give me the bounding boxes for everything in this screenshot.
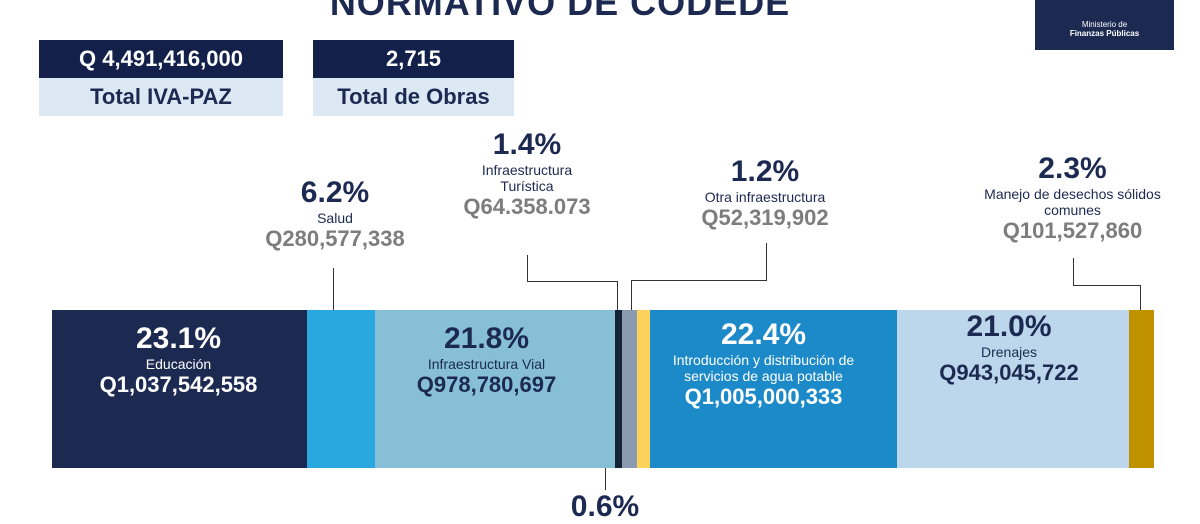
segment-pct: 22.4% <box>720 318 807 351</box>
segment-name: Salud <box>317 210 353 226</box>
leader-line <box>617 281 618 310</box>
logo-line1: Ministerio de <box>1081 20 1128 29</box>
kpi-total-iva-paz: Q 4,491,416,000 Total IVA-PAZ <box>39 40 283 116</box>
leader-line <box>527 255 528 282</box>
kpi-total-obras: 2,715 Total de Obras <box>313 40 514 116</box>
segment-name: Drenajes <box>980 344 1038 360</box>
segment-amount: Q64.358.073 <box>463 194 591 219</box>
leader-line <box>605 468 606 490</box>
segment-amount: Q52,319,902 <box>701 205 829 230</box>
bar-segment-4 <box>621 310 638 468</box>
segment-pct: 21.0% <box>966 310 1052 343</box>
label-agua: 22.4% Introducción y distribución de ser… <box>645 318 882 410</box>
kpi-label: Total IVA-PAZ <box>39 78 283 116</box>
leader-line <box>631 280 767 281</box>
segment-pct: 2.3% <box>1038 152 1107 185</box>
segment-name: Infraestructura Vial <box>427 356 546 372</box>
segment-amount: Q280,577,338 <box>265 226 405 251</box>
segment-amount: Q1,037,542,558 <box>99 372 258 397</box>
ministry-logo: Ministerio de Finanzas Públicas <box>1035 0 1174 50</box>
leader-line <box>1073 258 1074 285</box>
leader-line <box>333 268 334 310</box>
label-desechos: 2.3% Manejo de desechos sólidos comunes … <box>970 152 1175 244</box>
segment-pct: 0.6% <box>570 490 640 523</box>
label-otra: 1.2% Otra infraestructura Q52,319,902 <box>665 155 865 231</box>
label-turistica: 1.4% Infraestructura Turística Q64.358.0… <box>437 128 617 220</box>
leader-line <box>766 243 767 280</box>
bar-segment-2 <box>374 310 616 468</box>
segment-pct: 23.1% <box>135 322 222 355</box>
label-salud: 6.2% Salud Q280,577,338 <box>235 176 435 252</box>
bar-segment-0 <box>52 310 308 468</box>
bar-segment-7 <box>897 310 1130 468</box>
bar-segment-1 <box>306 310 376 468</box>
leader-line <box>1140 285 1141 310</box>
leader-line <box>631 280 632 310</box>
segment-amount: Q101,527,860 <box>1002 218 1143 243</box>
segment-name: Otra infraestructura <box>704 189 826 205</box>
segment-pct: 1.4% <box>492 128 562 161</box>
bar-segment-5 <box>637 310 651 468</box>
segment-name: Manejo de desechos sólidos comunes <box>984 186 1161 218</box>
page-title: NORMATIVO DE CODEDE <box>329 0 791 23</box>
segment-amount: Q1,005,000,333 <box>684 384 843 409</box>
leader-line <box>527 281 618 282</box>
segment-amount: Q943,045,722 <box>939 360 1079 385</box>
kpi-value: Q 4,491,416,000 <box>39 40 283 78</box>
label-vial: 21.8% Infraestructura Vial Q978,780,697 <box>368 322 605 398</box>
segment-name: Introducción y distribución de servicios… <box>672 352 855 384</box>
logo-line2: Finanzas Públicas <box>1069 29 1140 38</box>
segment-amount: Q978,780,697 <box>416 372 557 397</box>
segment-pct: 1.2% <box>730 155 800 188</box>
segment-name: Infraestructura Turística <box>481 162 573 194</box>
bar-segment-3 <box>615 310 623 468</box>
label-educacion: 23.1% Educación Q1,037,542,558 <box>52 322 305 398</box>
leader-line <box>1073 285 1141 286</box>
bar-segment-6 <box>650 310 898 468</box>
segment-name: Educación <box>145 356 212 372</box>
bar-segment-8 <box>1128 310 1155 468</box>
label-drenajes: 21.0% Drenajes Q943,045,722 <box>890 310 1128 386</box>
kpi-value: 2,715 <box>313 40 514 78</box>
segment-pct: 6.2% <box>300 176 370 209</box>
segment-pct: 21.8% <box>443 322 530 355</box>
label-small-segment: 0.6% <box>540 490 670 524</box>
kpi-label: Total de Obras <box>313 78 514 116</box>
